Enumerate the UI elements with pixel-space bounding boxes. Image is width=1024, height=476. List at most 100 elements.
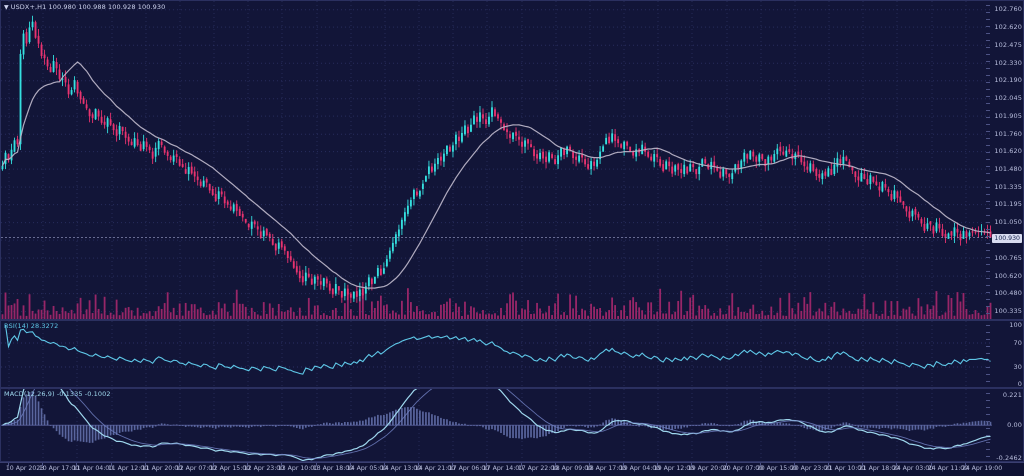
macd-plot-area[interactable] [1, 389, 1023, 461]
price-axis-label: 102.620 [994, 22, 1022, 31]
axis-minor-tick [986, 313, 990, 314]
collapse-arrow-icon[interactable]: ▼ [4, 4, 9, 11]
price-axis-label: 101.335 [994, 182, 1022, 191]
rsi-indicator-panel[interactable]: RSI(14) 28.3272 100 70 30 0 [0, 320, 1024, 389]
price-axis-label: 102.190 [994, 76, 1022, 85]
rsi-axis-label: 70 [1013, 338, 1022, 347]
axis-minor-tick [986, 208, 990, 209]
axis-minor-tick [986, 131, 990, 132]
time-axis-tick [8, 463, 9, 466]
time-axis-label: 17 Apr 06:00 [448, 465, 490, 472]
price-axis-label: 102.760 [994, 5, 1022, 14]
price-axis-label: 101.480 [994, 164, 1022, 173]
axis-minor-tick [986, 400, 990, 401]
time-axis-tick [179, 463, 180, 466]
price-axis-label: 102.475 [994, 40, 1022, 49]
axis-minor-tick [986, 339, 990, 340]
time-axis-tick [589, 463, 590, 466]
axis-minor-tick [986, 292, 990, 293]
axis-minor-tick [986, 33, 990, 34]
rsi-axis-label: 0 [1017, 380, 1022, 388]
axis-minor-tick [986, 201, 990, 202]
rsi-label: RSI(14) 28.3272 [4, 322, 59, 330]
time-axis-label: 14 Apr 13:00 [380, 465, 422, 472]
time-axis-label: 13 Apr 18:00 [312, 465, 354, 472]
axis-minor-tick [986, 250, 990, 251]
rsi-axis-ticks [985, 321, 990, 389]
axis-minor-tick [986, 435, 990, 436]
price-axis-label: 102.330 [994, 58, 1022, 67]
price-axis-label: 102.045 [994, 94, 1022, 103]
macd-axis-label: 0.221 [1002, 390, 1022, 399]
axis-minor-tick [986, 393, 990, 394]
time-axis-label: 11 Apr 12:00 [107, 465, 149, 472]
axis-minor-tick [986, 47, 990, 48]
time-axis-label: 20 Apr 23:00 [790, 465, 832, 472]
axis-minor-tick [986, 271, 990, 272]
time-axis-label: 14 Apr 21:00 [414, 465, 456, 472]
time-axis-label: 21 Apr 18:00 [858, 465, 900, 472]
time-axis-tick [384, 463, 385, 466]
time-axis-tick [452, 463, 453, 466]
time-axis-label: 10 Apr 2023 [5, 465, 45, 472]
rsi-plot-area[interactable] [1, 321, 1023, 387]
price-chart-panel[interactable]: ▼ USDX+,H1 100.980 100.988 100.928 100.93… [0, 0, 1024, 321]
time-axis-label: 18 Apr 17:00 [585, 465, 627, 472]
axis-minor-tick [986, 26, 990, 27]
axis-minor-tick [986, 428, 990, 429]
time-axis-tick [931, 463, 932, 466]
axis-minor-tick [986, 103, 990, 104]
time-axis-label: 11 Apr 20:00 [141, 465, 183, 472]
axis-minor-tick [986, 243, 990, 244]
macd-histogram-svg [1, 389, 992, 461]
time-axis[interactable]: 10 Apr 2023 10 Apr 17:00 11 Apr 04:00 11 Ap… [0, 462, 1024, 476]
axis-minor-tick [986, 96, 990, 97]
time-axis-tick [965, 463, 966, 466]
time-axis-tick [691, 463, 692, 466]
price-axis-label: 100.335 [994, 307, 1022, 316]
axis-minor-tick [986, 12, 990, 13]
current-price-tag: 100.930 [992, 233, 1022, 243]
macd-label: MACD(12,26,9) -0.1335 -0.1002 [4, 390, 111, 398]
price-plot-area[interactable] [1, 1, 1023, 319]
axis-minor-tick [986, 442, 990, 443]
time-axis-tick [213, 463, 214, 466]
rsi-axis-label: 100 [1009, 320, 1022, 329]
axis-minor-tick [986, 414, 990, 415]
time-axis-label: 24 Apr 19:00 [961, 465, 1003, 472]
axis-minor-tick [986, 299, 990, 300]
time-axis-label: 17 Apr 14:00 [482, 465, 524, 472]
time-axis-label: 12 Apr 07:00 [175, 465, 217, 472]
axis-minor-tick [986, 68, 990, 69]
macd-axis-label: 0.00 [1007, 420, 1022, 429]
axis-minor-tick [986, 40, 990, 41]
time-axis-tick [760, 463, 761, 466]
time-axis-label: 12 Apr 15:00 [209, 465, 251, 472]
axis-minor-tick [986, 332, 990, 333]
axis-minor-tick [986, 61, 990, 62]
axis-minor-tick [986, 187, 990, 188]
axis-minor-tick [986, 19, 990, 20]
axis-minor-tick [986, 285, 990, 286]
axis-minor-tick [986, 82, 990, 83]
time-axis-tick [350, 463, 351, 466]
price-axis-label: 101.760 [994, 129, 1022, 138]
time-axis-label: 10 Apr 17:00 [38, 465, 80, 472]
time-axis-tick [896, 463, 897, 466]
price-axis-label: 100.620 [994, 271, 1022, 280]
axis-minor-tick [986, 159, 990, 160]
symbol-header-text: USDX+,H1 100.980 100.988 100.928 100.930 [10, 3, 166, 11]
time-axis-label: 19 Apr 20:00 [687, 465, 729, 472]
axis-minor-tick [986, 5, 990, 6]
macd-axis-ticks [985, 389, 990, 461]
time-axis-tick [623, 463, 624, 466]
time-axis-label: 12 Apr 23:00 [243, 465, 285, 472]
time-axis-tick [316, 463, 317, 466]
rsi-line-svg [1, 321, 992, 387]
price-axis-label: 101.905 [994, 111, 1022, 120]
axis-minor-tick [986, 346, 990, 347]
macd-indicator-panel[interactable]: MACD(12,26,9) -0.1335 -0.1002 0.221 0.00 -… [0, 388, 1024, 462]
axis-minor-tick [986, 145, 990, 146]
axis-minor-tick [986, 166, 990, 167]
